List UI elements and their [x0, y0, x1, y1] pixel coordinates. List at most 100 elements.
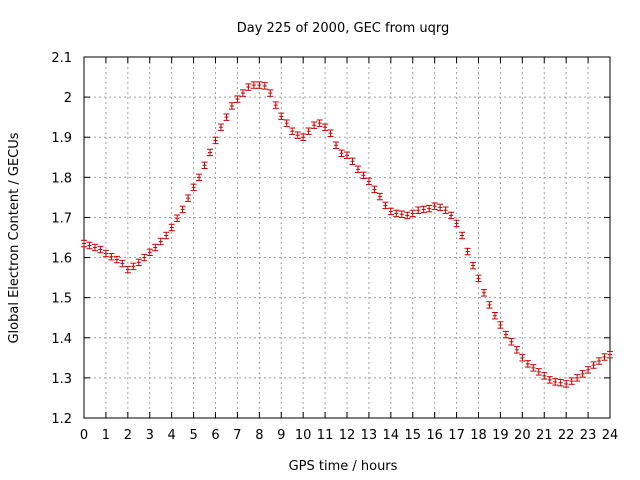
- data-point: [322, 123, 329, 131]
- data-point: [135, 258, 142, 267]
- x-tick-label: 6: [211, 428, 219, 443]
- x-tick-label: 3: [146, 428, 154, 443]
- data-point: [289, 127, 296, 135]
- x-tick-label: 20: [514, 428, 531, 443]
- x-tick-label: 16: [426, 428, 443, 443]
- x-tick-label: 10: [295, 428, 312, 443]
- data-point: [596, 357, 603, 365]
- data-point: [453, 219, 460, 228]
- data-point: [86, 241, 93, 250]
- data-point: [404, 211, 411, 220]
- data-point: [207, 148, 214, 157]
- data-point: [272, 101, 279, 109]
- x-tick-label: 2: [124, 428, 132, 443]
- data-point: [470, 261, 477, 270]
- x-tick-label: 23: [580, 428, 597, 443]
- y-tick-label: 1.7: [51, 211, 72, 226]
- data-point: [146, 248, 153, 257]
- y-tick-label: 2.1: [51, 51, 72, 66]
- data-point: [300, 133, 307, 141]
- data-point: [475, 274, 482, 283]
- x-tick-label: 12: [339, 428, 356, 443]
- data-point: [212, 136, 219, 145]
- data-point: [365, 177, 372, 186]
- data-point: [316, 119, 323, 127]
- data-point: [513, 346, 520, 354]
- data-point: [607, 350, 613, 359]
- y-tick-label: 1.4: [51, 332, 72, 347]
- data-point: [185, 194, 192, 202]
- data-point: [174, 214, 181, 222]
- x-tick-label: 14: [383, 428, 400, 443]
- y-axis-label: Global Electron Content / GECUs: [7, 132, 22, 343]
- data-point: [431, 202, 438, 210]
- data-points: [81, 81, 613, 388]
- data-point: [119, 259, 126, 268]
- ticks: 0 1 2 3 4 5 6 7 8 9 10 11 12 13 14 15 16 17 18 19 20 21 22 23 24…: [51, 51, 618, 443]
- data-point: [568, 377, 575, 385]
- data-point: [283, 119, 290, 127]
- data-point: [267, 89, 274, 97]
- data-point: [491, 312, 498, 320]
- x-tick-label: 1: [102, 428, 110, 443]
- data-point: [590, 361, 597, 369]
- x-axis-label: GPS time / hours: [289, 459, 398, 474]
- data-point: [486, 301, 493, 309]
- data-point: [157, 237, 164, 246]
- data-point: [371, 185, 378, 194]
- x-tick-label: 11: [317, 428, 334, 443]
- data-point: [508, 338, 515, 346]
- data-point: [168, 223, 175, 232]
- x-tick-label: 8: [255, 428, 263, 443]
- data-point: [294, 131, 301, 139]
- x-tick-label: 7: [233, 428, 241, 443]
- data-point: [437, 203, 444, 212]
- y-tick-label: 1.6: [51, 252, 72, 267]
- x-tick-label: 21: [536, 428, 553, 443]
- data-point: [163, 231, 170, 240]
- x-tick-label: 9: [277, 428, 285, 443]
- x-tick-label: 0: [80, 428, 88, 443]
- data-point: [387, 207, 394, 216]
- data-point: [234, 95, 241, 103]
- data-point: [124, 265, 131, 274]
- data-point: [196, 173, 203, 182]
- data-point: [190, 183, 197, 192]
- x-tick-label: 22: [558, 428, 575, 443]
- data-point: [81, 239, 87, 248]
- data-point: [480, 289, 487, 297]
- data-point: [530, 364, 537, 372]
- data-point: [108, 253, 115, 261]
- data-point: [541, 372, 548, 380]
- x-tick-label: 24: [602, 428, 619, 443]
- data-point: [502, 330, 509, 339]
- data-point: [217, 123, 224, 131]
- x-tick-label: 19: [492, 428, 509, 443]
- data-point: [152, 243, 159, 252]
- data-point: [585, 366, 592, 374]
- x-tick-label: 5: [189, 428, 197, 443]
- data-point: [113, 255, 120, 264]
- data-point: [354, 165, 361, 174]
- x-tick-label: 18: [470, 428, 487, 443]
- x-tick-label: 13: [361, 428, 378, 443]
- data-point: [130, 262, 137, 271]
- data-point: [97, 245, 104, 254]
- data-point: [579, 370, 586, 378]
- data-point: [223, 113, 230, 121]
- y-tick-label: 1.3: [51, 372, 72, 387]
- data-point: [519, 354, 526, 362]
- data-point: [442, 206, 449, 214]
- data-point: [563, 380, 570, 388]
- data-point: [382, 201, 389, 210]
- y-tick-label: 1.8: [51, 171, 72, 186]
- data-point: [426, 204, 433, 213]
- data-point: [179, 205, 186, 214]
- data-point: [228, 102, 235, 110]
- data-point: [601, 353, 608, 361]
- y-tick-label: 1.2: [51, 412, 72, 427]
- x-tick-label: 4: [168, 428, 176, 443]
- data-point: [256, 81, 263, 89]
